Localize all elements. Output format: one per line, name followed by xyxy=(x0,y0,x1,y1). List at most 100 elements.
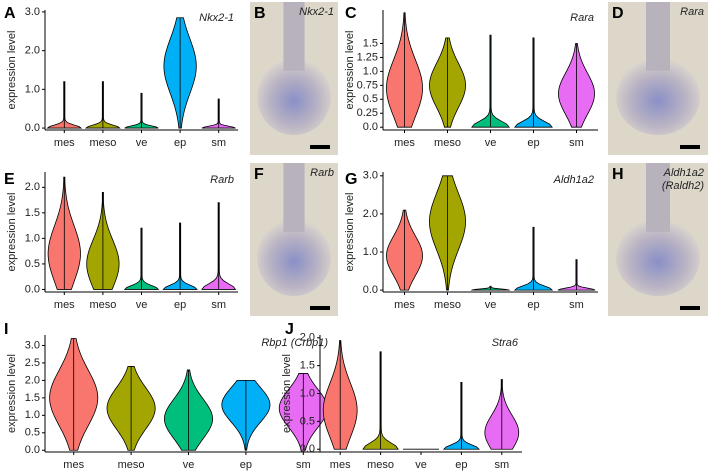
tissue-stalk xyxy=(646,163,670,232)
y-tick-label: 2.0 xyxy=(25,181,40,193)
y-tick-label: 1.0 xyxy=(25,409,40,421)
scale-bar xyxy=(310,145,330,149)
y-tick-label: 3.0 xyxy=(363,170,378,182)
x-tick-label: ve xyxy=(485,137,497,149)
y-tick-label: 0.75 xyxy=(357,79,378,91)
y-axis-label: expression level xyxy=(6,31,18,110)
y-tick-label: 0.5 xyxy=(363,93,378,105)
y-tick-label: 1.0 xyxy=(25,232,40,244)
y-tick-label: 0.5 xyxy=(25,427,40,439)
y-tick-label: 2.0 xyxy=(25,374,40,386)
gene-label: Aldh1a2 xyxy=(663,167,704,179)
tissue xyxy=(616,219,700,297)
y-axis-label: expression level xyxy=(344,193,356,272)
x-tick-label: meso xyxy=(118,459,145,471)
tissue-stalk xyxy=(283,2,305,71)
x-tick-label: mes xyxy=(54,137,75,149)
y-tick-label: 3.0 xyxy=(25,6,40,18)
y-tick-label: 0.0 xyxy=(363,284,378,296)
panel-letter: G xyxy=(345,171,357,188)
gene-label: (Raldh2) xyxy=(662,180,705,192)
panel-letter: I xyxy=(4,321,8,338)
y-tick-label: 1.5 xyxy=(25,392,40,404)
x-tick-label: sm xyxy=(494,459,509,471)
y-tick-label: 1.25 xyxy=(357,51,378,63)
gene-label: Rarb xyxy=(210,174,234,186)
y-tick-label: 2.0 xyxy=(300,332,315,344)
panel-letter: H xyxy=(612,166,624,183)
gene-label: Rarb xyxy=(310,167,334,179)
y-tick-label: 0.0 xyxy=(363,121,378,133)
x-tick-label: ve xyxy=(183,459,195,471)
panel-letter: D xyxy=(612,5,624,22)
gene-label: Nkx2-1 xyxy=(299,6,334,18)
x-tick-label: ep xyxy=(455,459,467,471)
y-tick-label: 0.5 xyxy=(300,415,315,427)
tissue xyxy=(257,58,331,136)
scale-bar xyxy=(680,145,700,149)
y-tick-label: 1.0 xyxy=(363,246,378,258)
x-tick-label: sm xyxy=(296,459,311,471)
y-tick-label: 1.5 xyxy=(25,207,40,219)
y-tick-label: 0.5 xyxy=(25,258,40,270)
x-tick-label: sm xyxy=(211,299,226,311)
y-tick-label: 0.0 xyxy=(300,443,315,455)
panel-letter: J xyxy=(285,321,294,338)
y-axis-label: expression level xyxy=(6,354,18,433)
y-tick-label: 2.5 xyxy=(25,357,40,369)
x-tick-label: meso xyxy=(434,137,461,149)
x-tick-label: mes xyxy=(54,299,75,311)
y-tick-label: 1.5 xyxy=(363,37,378,49)
x-tick-label: sm xyxy=(569,299,584,311)
x-tick-label: meso xyxy=(89,299,116,311)
x-tick-label: meso xyxy=(367,459,394,471)
x-tick-label: mes xyxy=(394,299,415,311)
scale-bar xyxy=(680,306,700,310)
y-tick-label: 1.0 xyxy=(25,83,40,95)
tissue-stalk xyxy=(646,2,670,71)
gene-label: Nkx2-1 xyxy=(199,12,234,24)
y-tick-label: 0.0 xyxy=(25,122,40,134)
panel-letter: C xyxy=(345,5,357,22)
x-tick-label: mes xyxy=(63,459,84,471)
panel-letter: F xyxy=(254,166,264,183)
gene-label: Rara xyxy=(680,6,704,18)
y-axis-label: expression level xyxy=(344,31,356,110)
tissue-stalk xyxy=(283,163,305,232)
y-tick-label: 0.25 xyxy=(357,107,378,119)
x-tick-label: ve xyxy=(136,137,148,149)
x-tick-label: ep xyxy=(527,299,539,311)
panel-letter: A xyxy=(4,5,16,22)
gene-label: Rbp1 (Crbp1) xyxy=(261,337,328,349)
y-tick-label: 1.0 xyxy=(300,387,315,399)
y-tick-label: 2.0 xyxy=(25,45,40,57)
gene-label: Stra6 xyxy=(492,337,519,349)
x-tick-label: mes xyxy=(394,137,415,149)
x-tick-label: ve xyxy=(136,299,148,311)
x-tick-label: ep xyxy=(174,299,186,311)
x-tick-label: mes xyxy=(330,459,351,471)
y-tick-label: 0.0 xyxy=(25,444,40,456)
panel-letter: B xyxy=(254,5,266,22)
y-tick-label: 3.0 xyxy=(25,339,40,351)
tissue xyxy=(616,58,700,136)
x-tick-label: ep xyxy=(240,459,252,471)
gene-label: Rara xyxy=(570,12,594,24)
x-tick-label: meso xyxy=(434,299,461,311)
panel-letter: E xyxy=(4,171,15,188)
x-tick-label: ep xyxy=(174,137,186,149)
y-axis-label: expression level xyxy=(6,193,18,272)
gene-label: Aldh1a2 xyxy=(553,174,594,186)
y-tick-label: 2.0 xyxy=(363,208,378,220)
y-tick-label: 0.0 xyxy=(25,283,40,295)
y-tick-label: 1.5 xyxy=(300,360,315,372)
y-tick-label: 1.0 xyxy=(363,65,378,77)
x-tick-label: ve xyxy=(485,299,497,311)
x-tick-label: sm xyxy=(211,137,226,149)
x-tick-label: sm xyxy=(569,137,584,149)
x-tick-label: ve xyxy=(415,459,427,471)
y-axis-label: expression level xyxy=(281,354,293,433)
tissue xyxy=(257,219,331,297)
x-tick-label: meso xyxy=(89,137,116,149)
